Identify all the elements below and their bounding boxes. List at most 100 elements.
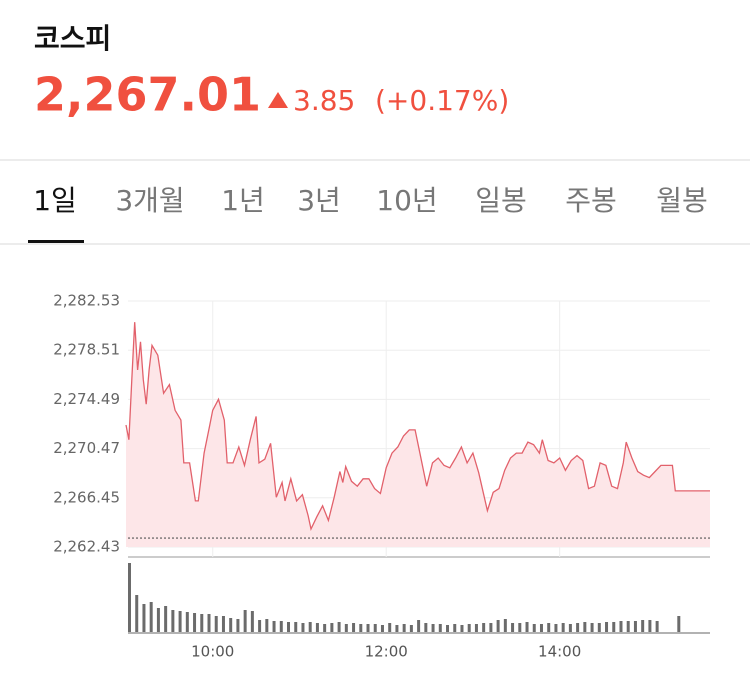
volume-bar bbox=[605, 622, 609, 632]
volume-bar bbox=[583, 622, 587, 632]
volume-bar bbox=[236, 619, 240, 632]
price-area bbox=[126, 322, 710, 547]
volume-bar bbox=[518, 623, 522, 632]
tab-underline bbox=[28, 240, 84, 243]
volume-bar bbox=[482, 623, 486, 632]
volume-bar bbox=[460, 625, 464, 632]
volume-bar bbox=[171, 610, 175, 632]
volume-bar bbox=[301, 623, 305, 632]
volume-bar bbox=[547, 623, 551, 632]
volume-bar bbox=[453, 624, 457, 632]
volume-bar bbox=[149, 602, 153, 632]
volume-bar bbox=[474, 624, 478, 632]
volume-bar bbox=[214, 616, 218, 632]
volume-bar bbox=[142, 604, 146, 632]
tab-bar: 1일 3개월 1년 3년 10년 일봉 주봉 월봉 bbox=[28, 184, 708, 243]
volume-bar bbox=[359, 624, 363, 632]
tab[interactable]: 1년 bbox=[221, 184, 265, 217]
tab[interactable]: 일봉 bbox=[475, 184, 527, 217]
volume-bar bbox=[250, 611, 254, 632]
volume-bar bbox=[287, 622, 291, 632]
x-tick-label: 10:00 bbox=[191, 643, 234, 661]
volume-bar bbox=[294, 622, 298, 632]
volume-bar bbox=[409, 625, 413, 632]
price-line bbox=[125, 322, 710, 532]
volume-bar bbox=[395, 625, 399, 632]
index-title: 코스피 bbox=[34, 22, 111, 55]
change: 3.85 bbox=[293, 84, 355, 117]
x-tick-label: 12:00 bbox=[365, 643, 408, 661]
volume-bar bbox=[677, 616, 681, 632]
volume-bar bbox=[424, 623, 428, 632]
volume-bar bbox=[489, 623, 493, 632]
volume-bar bbox=[207, 614, 211, 632]
volume-bar bbox=[308, 622, 312, 632]
volume-bar bbox=[532, 624, 536, 632]
volume-bar bbox=[323, 624, 327, 632]
volume-bar bbox=[315, 623, 319, 632]
volume-bar bbox=[164, 606, 168, 632]
volume-bar bbox=[648, 620, 652, 632]
volume-bar bbox=[467, 624, 471, 632]
volume-bar bbox=[272, 621, 276, 632]
y-tick-label: 2,266.45 bbox=[53, 488, 120, 506]
volume-bar bbox=[156, 608, 160, 632]
volume-bar bbox=[373, 624, 377, 632]
tab[interactable]: 월봉 bbox=[656, 184, 708, 217]
volume-bar bbox=[431, 624, 435, 632]
volume-bar bbox=[496, 620, 500, 632]
volume-bar bbox=[193, 613, 197, 632]
volume-bar bbox=[265, 619, 269, 632]
volume-bar bbox=[337, 622, 341, 632]
volume-bar bbox=[539, 624, 543, 632]
volume-bar bbox=[561, 623, 565, 632]
volume-bar bbox=[655, 621, 659, 632]
volume-bar bbox=[279, 621, 283, 632]
volume-bar bbox=[200, 614, 204, 632]
y-tick-label: 2,270.47 bbox=[53, 439, 120, 457]
volume-bar bbox=[525, 622, 529, 632]
tab[interactable]: 3년 bbox=[297, 184, 341, 217]
change-pct: (+0.17%) bbox=[375, 84, 509, 117]
volume-bar bbox=[626, 621, 630, 632]
volume-bar bbox=[258, 620, 262, 632]
volume-bar bbox=[128, 563, 131, 632]
volume-bar bbox=[554, 624, 558, 632]
y-tick-label: 2,278.51 bbox=[53, 341, 120, 359]
volume-bar bbox=[633, 621, 637, 632]
up-arrow bbox=[268, 92, 288, 108]
volume-bar bbox=[503, 619, 507, 632]
tab[interactable]: 1일 bbox=[33, 184, 77, 217]
volume-bar bbox=[229, 618, 233, 632]
volume-bar bbox=[388, 623, 392, 632]
volume-bar bbox=[178, 611, 182, 632]
volume-bar bbox=[243, 610, 247, 632]
y-tick-label: 2,262.43 bbox=[53, 538, 120, 556]
volume-bar bbox=[568, 624, 572, 632]
volume-bar bbox=[446, 625, 450, 632]
volume-bar bbox=[221, 616, 225, 632]
volume-bar bbox=[597, 623, 601, 632]
volume-bar bbox=[352, 623, 356, 632]
volume-bar bbox=[135, 595, 139, 632]
volume-bar bbox=[402, 624, 406, 632]
volume-bar bbox=[438, 624, 442, 632]
volume-bar bbox=[576, 623, 580, 632]
x-tick-label: 14:00 bbox=[538, 643, 581, 661]
volume-bar bbox=[641, 620, 645, 632]
chart: 2,262.43 2,266.45 2,270.47 2,274.49 2,278.51… bbox=[53, 292, 710, 661]
volume-bar bbox=[366, 624, 370, 632]
volume-bar bbox=[185, 612, 189, 632]
y-tick-label: 2,282.53 bbox=[53, 292, 120, 310]
price: 2,267.01 bbox=[34, 68, 261, 122]
tab[interactable]: 10년 bbox=[376, 184, 437, 217]
volume-bar bbox=[619, 621, 623, 632]
volume-bar bbox=[590, 623, 594, 632]
tab[interactable]: 주봉 bbox=[565, 184, 617, 217]
y-tick-label: 2,274.49 bbox=[53, 390, 120, 408]
volume-bar bbox=[380, 625, 384, 632]
volume-bar bbox=[417, 620, 421, 632]
tab[interactable]: 3개월 bbox=[115, 184, 184, 217]
volume-bar bbox=[344, 624, 348, 632]
